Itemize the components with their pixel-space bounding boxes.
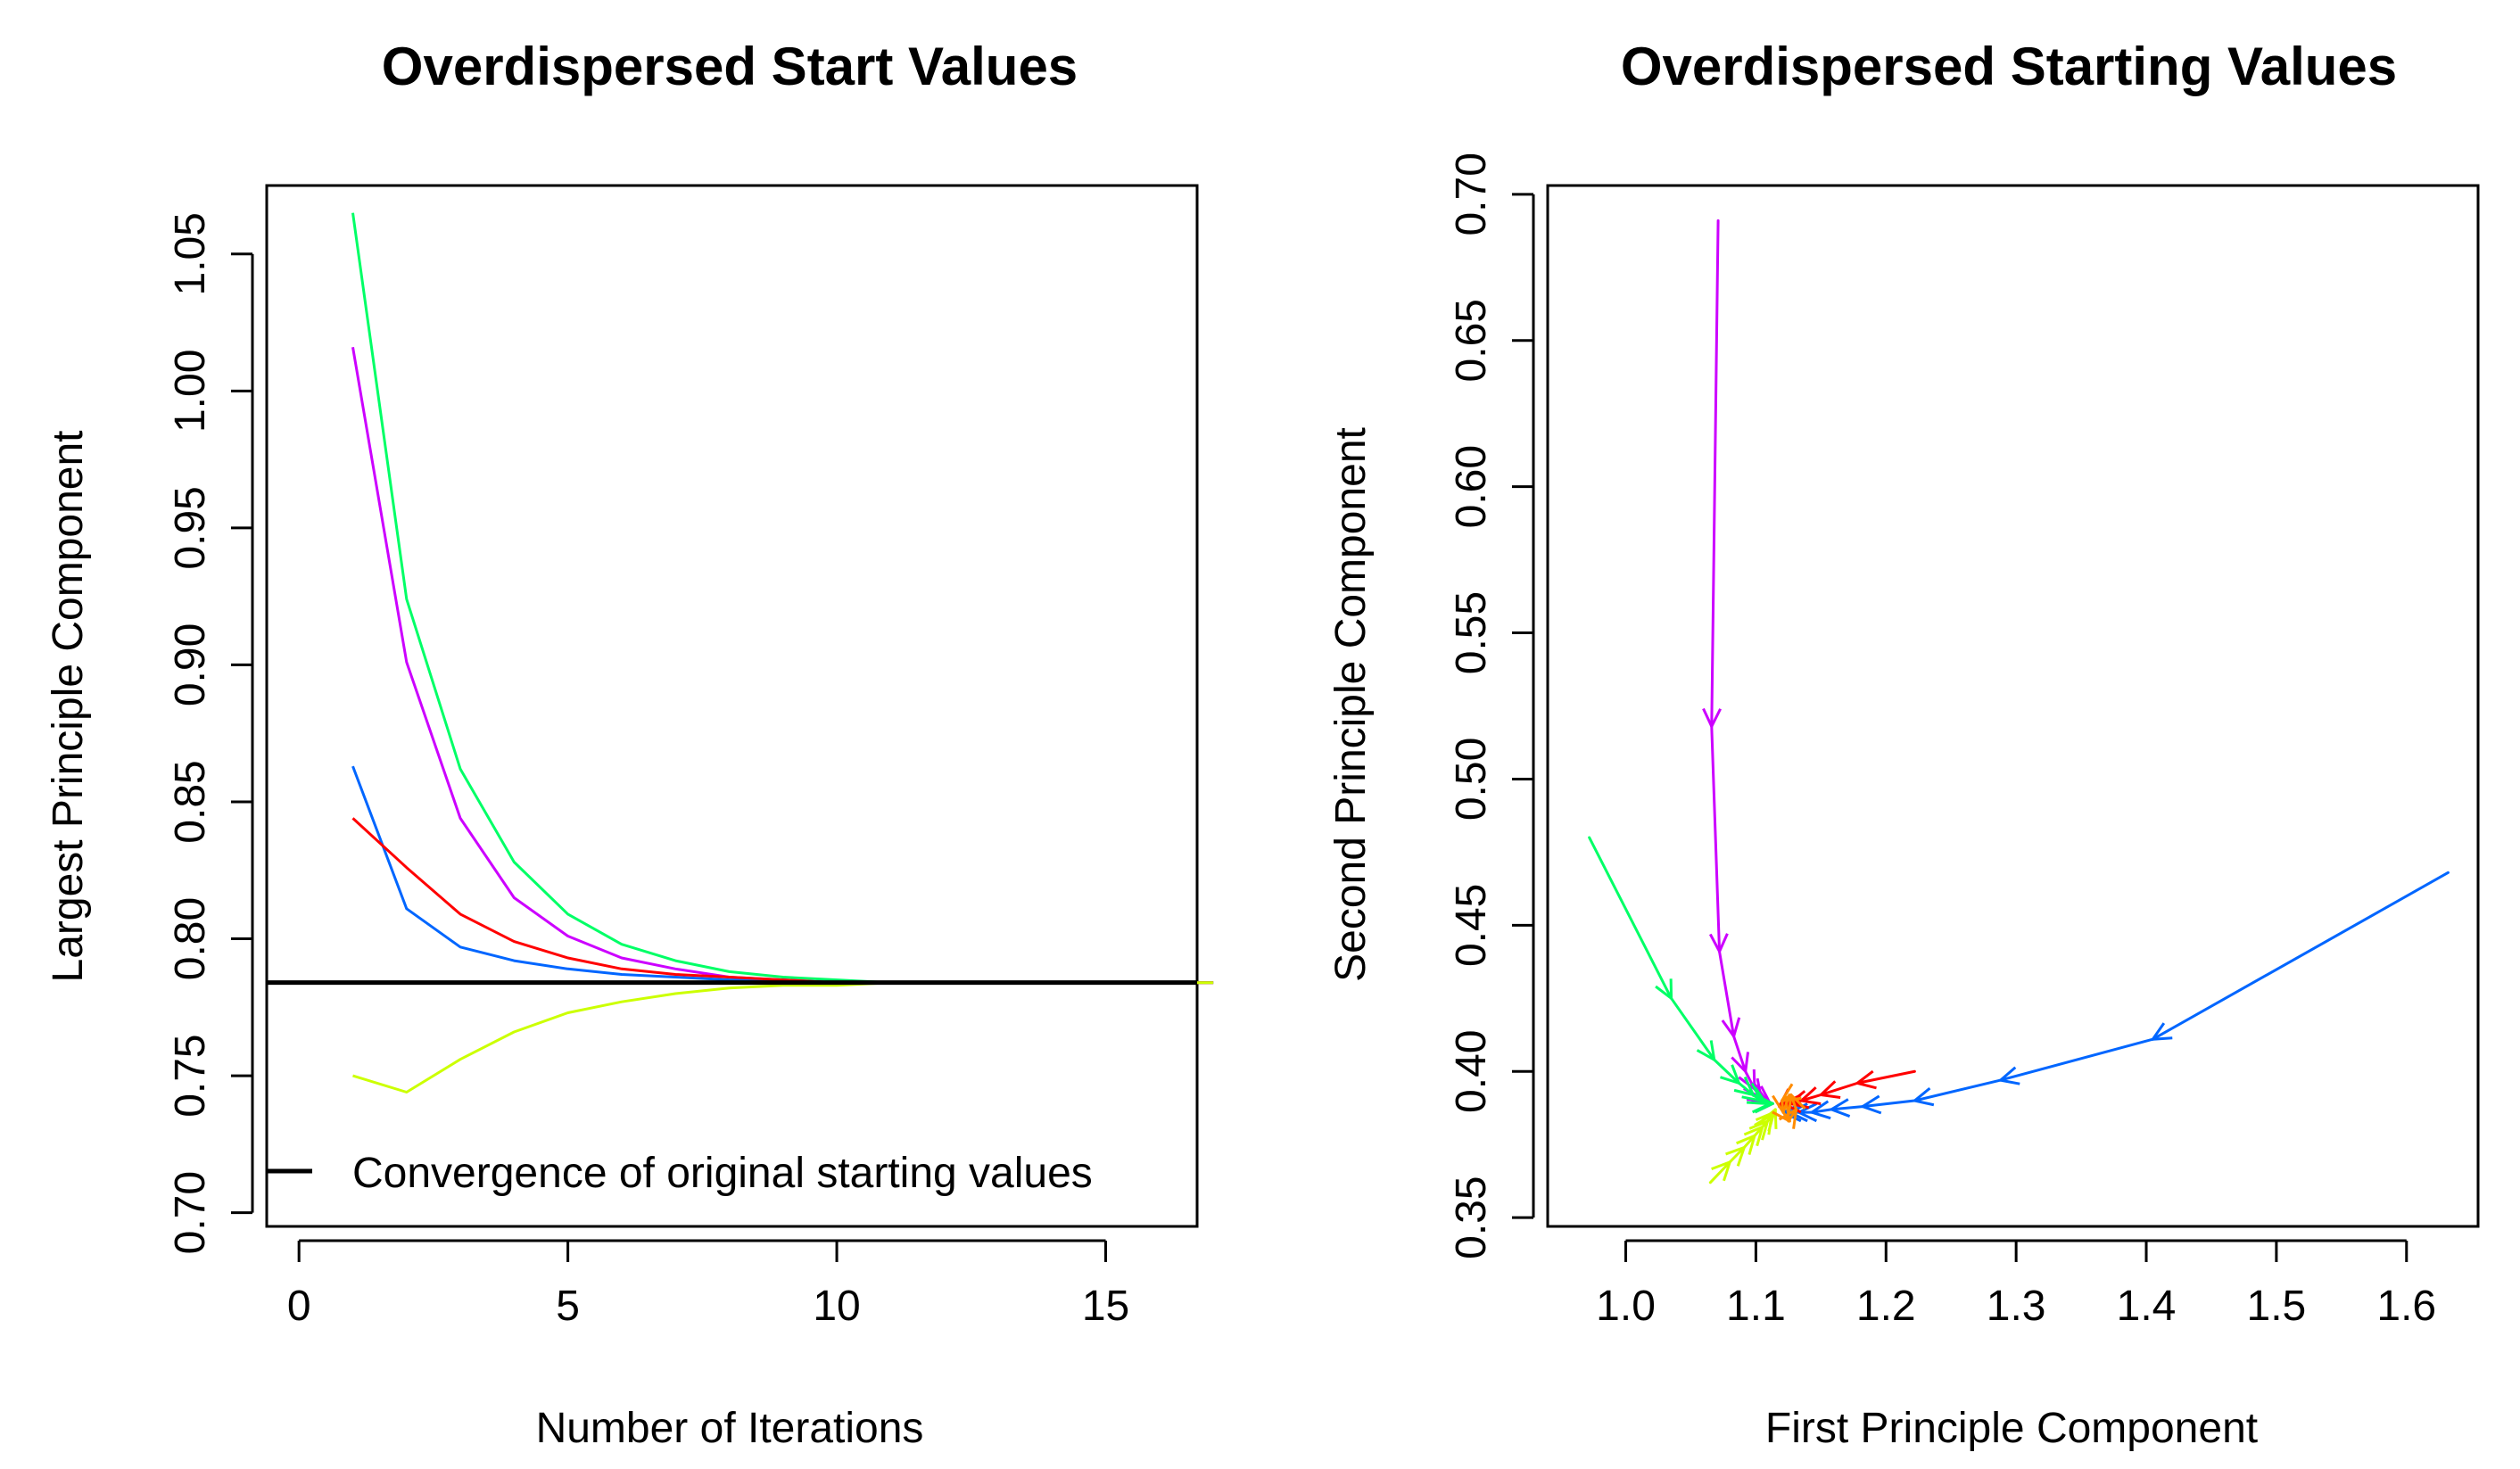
legend-label: Convergence of original starting values (352, 1150, 1093, 1197)
x-axis-label: First Principle Component (1765, 1405, 2258, 1452)
chart-title: Overdispersed Start Values (382, 37, 1078, 96)
panel-largest-pc-vs-iterations: Overdispersed Start Values 0 5 10 150.700.7… (45, 37, 1214, 1452)
y-tick-label: 1.05 (167, 212, 214, 295)
arrow-segment (1728, 1145, 1746, 1164)
x-tick-label: 1.5 (2247, 1283, 2307, 1330)
y-tick-label: 0.70 (1448, 153, 1495, 235)
arrow-segment (1732, 1035, 1747, 1073)
x-tick-label: 10 (813, 1283, 860, 1330)
x-tick-label: 1.2 (1856, 1283, 1916, 1330)
y-tick-label: 0.75 (167, 1034, 214, 1117)
arrow-segment (1670, 996, 1716, 1061)
arrow-segment (1710, 724, 1722, 953)
y-axis-label: Second Principle Component (1327, 427, 1375, 982)
arrow-path-5 (1772, 1083, 1806, 1129)
arrow-segment (1718, 950, 1736, 1038)
y-axis-label: Largest Principle Component (45, 430, 92, 982)
series-line-2 (351, 765, 1214, 985)
arrow-segment (1588, 836, 1673, 1000)
y-tick-label: 0.90 (167, 623, 214, 706)
y-tick-label: 0.60 (1448, 445, 1495, 528)
arrow-segment (1810, 1108, 1833, 1114)
axis-ticks: 0 5 10 15 0.70 0.75 0.80 0.85 0.90 0.95 1.00 1.05 (167, 212, 1129, 1330)
arrow-segment (1710, 219, 1720, 728)
plot-frame (265, 184, 1199, 1228)
y-tick-label: 0.80 (167, 897, 214, 980)
y-axis: 0.70 0.75 0.80 0.85 0.90 0.95 1.00 1.05 (167, 212, 254, 1254)
arrow-path-1 (1588, 836, 1774, 1114)
arrow-segment (1855, 1069, 1916, 1085)
y-tick-label: 0.35 (1448, 1176, 1495, 1259)
arrow-path-2 (1781, 871, 2450, 1123)
y-tick-label: 0.65 (1448, 299, 1495, 382)
arrow-segment (1819, 1081, 1859, 1096)
y-tick-label: 0.50 (1448, 738, 1495, 821)
y-tick-label: 1.00 (167, 350, 214, 433)
panel-pc1-vs-pc2: Overdispersed Starting Values 1.0 1.1 1.2 1… (1327, 37, 2480, 1452)
arrow-segment (1799, 1093, 1822, 1102)
series-line-0 (351, 212, 1214, 985)
arrow-head (1759, 1108, 1778, 1129)
arrow-segment (1708, 1160, 1731, 1184)
arrow-segment (1861, 1099, 1916, 1109)
series-arrows (1588, 219, 2450, 1184)
x-tick-label: 1.1 (1726, 1283, 1786, 1330)
arrow-path-4 (1708, 1108, 1778, 1184)
x-axis: 1.0 1.1 1.2 1.3 1.4 1.5 1.6 (1596, 1239, 2436, 1330)
series-line-3 (351, 817, 1214, 985)
arrow-head (1781, 1083, 1802, 1102)
arrow-path-0 (1702, 219, 1774, 1114)
y-tick-label: 0.85 (167, 760, 214, 843)
x-tick-label: 1.3 (1987, 1283, 2046, 1330)
series-line-1 (351, 346, 1214, 985)
arrow-segment (2151, 871, 2450, 1041)
x-axis-label: Number of Iterations (536, 1405, 924, 1452)
y-tick-label: 0.40 (1448, 1030, 1495, 1113)
series-line-4 (352, 981, 1214, 1093)
x-tick-label: 15 (1082, 1283, 1129, 1330)
x-tick-label: 5 (556, 1283, 580, 1330)
arrow-head (1696, 1040, 1716, 1061)
arrow-segment (1737, 1081, 1755, 1096)
x-tick-label: 1.4 (2117, 1283, 2177, 1330)
arrow-path-3 (1778, 1069, 1916, 1114)
plot-frame (1546, 184, 2480, 1228)
x-tick-label: 1.6 (2376, 1283, 2436, 1330)
y-tick-label: 0.45 (1448, 884, 1495, 967)
series-lines (351, 212, 1214, 1093)
y-tick-label: 0.55 (1448, 591, 1495, 674)
x-axis: 0 5 10 15 (287, 1239, 1129, 1330)
y-tick-label: 0.70 (167, 1171, 214, 1254)
y-tick-label: 0.95 (167, 486, 214, 569)
arrow-segment (1713, 1058, 1740, 1085)
x-tick-label: 0 (287, 1283, 311, 1330)
arrow-head (1772, 1102, 1791, 1123)
y-axis: 0.35 0.40 0.45 0.50 0.55 0.60 0.65 0.70 (1448, 153, 1535, 1259)
arrow-segment (1999, 1037, 2154, 1082)
x-tick-label: 1.0 (1596, 1283, 1656, 1330)
arrow-segment (1830, 1105, 1864, 1111)
axis-ticks: 1.0 1.1 1.2 1.3 1.4 1.5 1.6 0.35 0.40 0.45 0.50 0.5… (1448, 153, 2436, 1330)
arrow-segment (1913, 1078, 2003, 1102)
chart-title: Overdispersed Starting Values (1621, 37, 2397, 96)
arrow-head (1754, 1093, 1774, 1114)
